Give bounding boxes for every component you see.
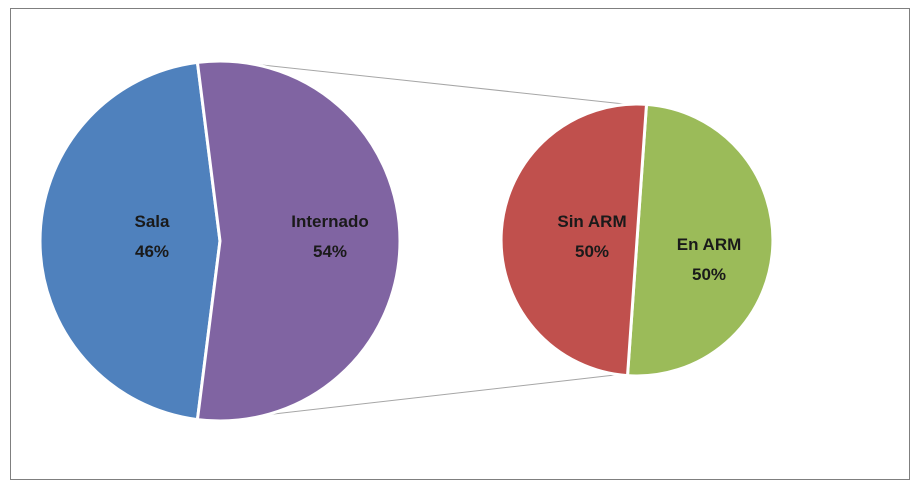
slice-internado (195, 59, 402, 423)
pie-of-pie-chart: Sala 46% Internado 54% Sin ARM 50% En ARM 50% (38, 59, 775, 423)
connector-line-bottom (213, 374, 619, 422)
slice-sin-arm (499, 102, 648, 378)
slice-sala (38, 60, 222, 422)
slice-labels: Sala 46% Internado 54% Sin ARM 50% En ARM 50% (135, 212, 742, 284)
chart-frame: Sala 46% Internado 54% Sin ARM 50% En ARM 50% (10, 8, 910, 480)
secondary-pie (499, 102, 775, 378)
main_pie-label-name: Sala (135, 212, 171, 231)
main_pie-label-percent: 54% (313, 242, 347, 261)
main_pie-label-name: Internado (291, 212, 368, 231)
main_pie-label-percent: 46% (135, 242, 169, 261)
main-pie (38, 59, 402, 423)
secondary_pie-label-name: Sin ARM (557, 212, 626, 231)
slice-en-arm (626, 102, 775, 378)
connector-line-top (226, 60, 628, 105)
connector-lines (213, 60, 628, 422)
secondary_pie-label-percent: 50% (692, 265, 726, 284)
secondary_pie-label-percent: 50% (575, 242, 609, 261)
secondary_pie-label-name: En ARM (677, 235, 742, 254)
